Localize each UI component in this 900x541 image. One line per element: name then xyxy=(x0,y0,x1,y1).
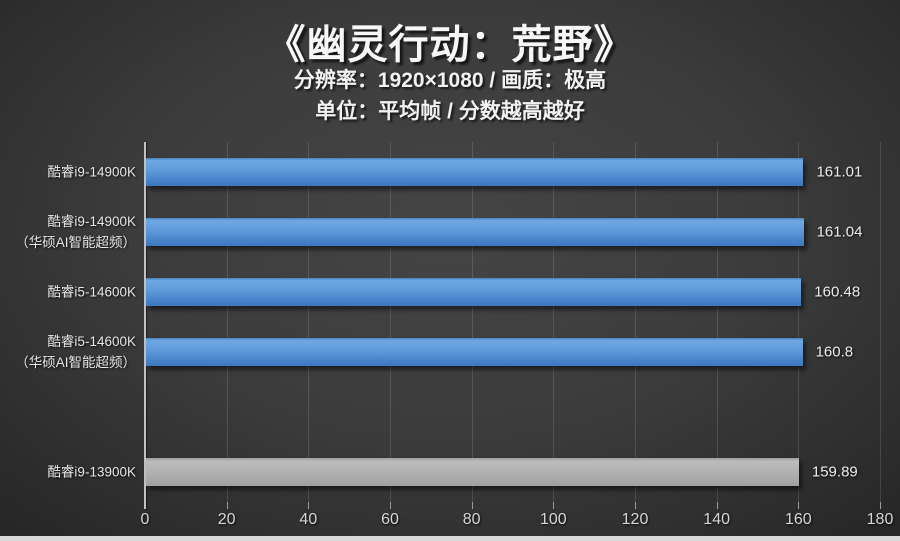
bar-value: 161.04 xyxy=(816,223,863,241)
gridline-60 xyxy=(390,142,391,502)
x-tick-label-120: 120 xyxy=(621,511,649,528)
gridline-140 xyxy=(716,142,718,502)
gridline-20 xyxy=(226,142,228,502)
x-tick-label-40: 40 xyxy=(299,511,318,528)
category-label: 酷睿i5-14600K xyxy=(47,284,136,300)
bar-酷睿i9-14900K xyxy=(146,218,804,246)
x-axis-tick-100 xyxy=(553,502,555,509)
bar-酷睿i9-14900K xyxy=(146,158,804,186)
category-label: 酷睿i9-14900K （华硕AI智能超频） xyxy=(15,214,136,250)
x-tick-label-0: 0 xyxy=(140,511,150,528)
bar-value: 160.48 xyxy=(814,283,861,301)
x-tick-label-20: 20 xyxy=(217,511,236,528)
bottom-edge-strip xyxy=(0,536,900,541)
x-axis-tick-120 xyxy=(635,502,636,509)
bar-酷睿i5-14600K xyxy=(146,338,803,366)
category-label: 酷睿i9-13900K xyxy=(47,464,136,480)
x-axis-tick-40 xyxy=(308,502,310,509)
x-tick-label-160: 160 xyxy=(784,511,812,528)
bar-酷睿i5-14600K xyxy=(146,278,802,306)
gridline-160 xyxy=(798,142,800,502)
gridline-180 xyxy=(880,142,881,502)
y-axis-line xyxy=(144,142,146,509)
chart-title: 《幽灵行动：荒野》 xyxy=(265,23,635,67)
x-tick-label-180: 180 xyxy=(866,511,894,528)
bar-value: 161.01 xyxy=(816,163,863,181)
x-axis-tick-180 xyxy=(880,502,881,509)
x-axis-tick-60 xyxy=(390,502,391,509)
bar-value: 160.8 xyxy=(815,343,854,361)
bar-酷睿i9-13900K xyxy=(146,458,799,486)
x-axis-tick-20 xyxy=(226,502,228,509)
gridline-80 xyxy=(471,142,473,502)
bar-value: 159.89 xyxy=(811,463,858,481)
chart-subtitle-resolution: 分辨率：1920×1080 / 画质：极高 xyxy=(293,69,607,92)
x-tick-label-140: 140 xyxy=(703,511,731,528)
x-tick-label-60: 60 xyxy=(381,511,399,528)
x-axis-tick-140 xyxy=(716,502,718,509)
x-axis-tick-80 xyxy=(471,502,473,509)
category-label: 酷睿i9-14900K xyxy=(47,164,136,180)
gridline-100 xyxy=(553,142,555,502)
category-label: 酷睿i5-14600K （华硕AI智能超频） xyxy=(15,334,136,370)
x-tick-label-100: 100 xyxy=(539,511,567,528)
gridline-120 xyxy=(635,142,636,502)
x-axis-tick-160 xyxy=(798,502,800,509)
x-tick-label-80: 80 xyxy=(462,511,481,528)
gridline-40 xyxy=(308,142,310,502)
chart-subtitle-units: 单位：平均帧 / 分数越高越好 xyxy=(315,100,585,123)
